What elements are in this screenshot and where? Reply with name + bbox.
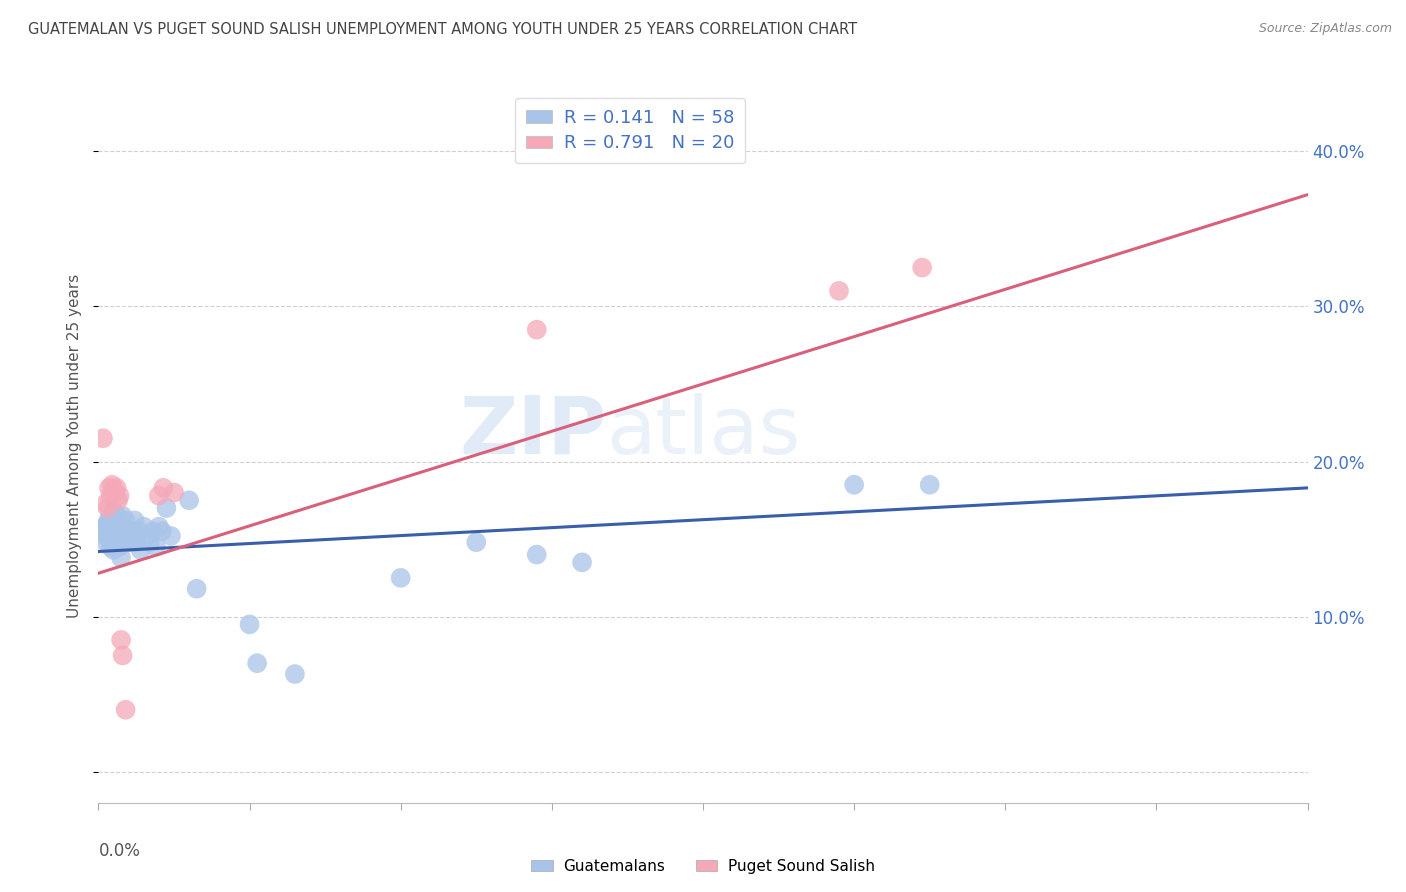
Point (96, 524, 118, 539)
Point (105, 529, 128, 543)
Point (911, 260, 934, 275)
Point (94, 529, 117, 543)
Point (828, 284, 851, 298)
Point (111, 508, 134, 523)
Point (103, 524, 125, 539)
Text: ZIP: ZIP (458, 392, 606, 471)
Point (128, 524, 150, 539)
Point (152, 481, 174, 495)
Point (91, 431, 114, 445)
Point (246, 656, 269, 670)
Point (104, 485, 127, 500)
Point (389, 571, 412, 585)
Point (135, 529, 157, 543)
Point (284, 667, 307, 681)
Point (101, 532, 124, 546)
Point (145, 540, 167, 554)
Legend: Guatemalans, Puget Sound Salish: Guatemalans, Puget Sound Salish (524, 853, 882, 880)
Point (107, 535, 129, 549)
Point (115, 524, 138, 539)
Point (103, 543, 125, 558)
Point (155, 501, 177, 516)
Point (108, 489, 131, 503)
Legend: R = 0.141   N = 58, R = 0.791   N = 20: R = 0.141 N = 58, R = 0.791 N = 20 (516, 98, 745, 163)
Text: 0.0%: 0.0% (98, 842, 141, 860)
Point (103, 504, 125, 518)
Point (120, 524, 142, 539)
Point (104, 535, 127, 549)
Point (139, 535, 162, 549)
Text: GUATEMALAN VS PUGET SOUND SALISH UNEMPLOYMENT AMONG YOUTH UNDER 25 YEARS CORRELA: GUATEMALAN VS PUGET SOUND SALISH UNEMPLO… (28, 22, 858, 37)
Point (118, 535, 141, 549)
Point (105, 508, 128, 523)
Point (94, 496, 117, 510)
Point (124, 513, 146, 527)
Point (150, 524, 173, 539)
Point (148, 489, 170, 503)
Point (571, 555, 593, 569)
Point (111, 524, 134, 539)
Point (918, 477, 941, 491)
Text: atlas: atlas (606, 392, 800, 471)
Point (100, 540, 122, 554)
Point (112, 535, 135, 549)
Point (526, 323, 548, 337)
Point (108, 540, 131, 554)
Point (239, 617, 262, 632)
Point (105, 481, 128, 495)
Point (96, 516, 118, 531)
Point (179, 493, 201, 508)
Point (101, 516, 124, 531)
Point (107, 493, 129, 508)
Point (122, 524, 145, 539)
Point (96, 501, 118, 516)
Point (110, 550, 132, 565)
Point (142, 524, 165, 539)
Point (160, 529, 183, 543)
Point (98, 481, 121, 495)
Point (103, 483, 125, 497)
Point (844, 477, 866, 491)
Point (114, 703, 136, 717)
Point (100, 521, 122, 535)
Point (91, 524, 114, 539)
Point (121, 535, 143, 549)
Point (100, 489, 122, 503)
Point (104, 519, 127, 533)
Point (114, 513, 136, 527)
Point (132, 519, 155, 533)
Point (125, 535, 148, 549)
Point (108, 513, 131, 527)
Text: Source: ZipAtlas.com: Source: ZipAtlas.com (1258, 22, 1392, 36)
Point (186, 582, 208, 596)
Point (110, 519, 132, 533)
Point (111, 648, 134, 663)
Point (110, 632, 132, 647)
Point (163, 485, 186, 500)
Point (98, 512, 121, 526)
Point (94, 535, 117, 549)
Y-axis label: Unemployment Among Youth under 25 years: Unemployment Among Youth under 25 years (67, 274, 83, 618)
Point (526, 548, 548, 562)
Point (98, 532, 121, 546)
Point (93, 519, 115, 533)
Point (148, 519, 170, 533)
Point (107, 524, 129, 539)
Point (129, 543, 152, 558)
Point (101, 477, 124, 491)
Point (465, 535, 488, 549)
